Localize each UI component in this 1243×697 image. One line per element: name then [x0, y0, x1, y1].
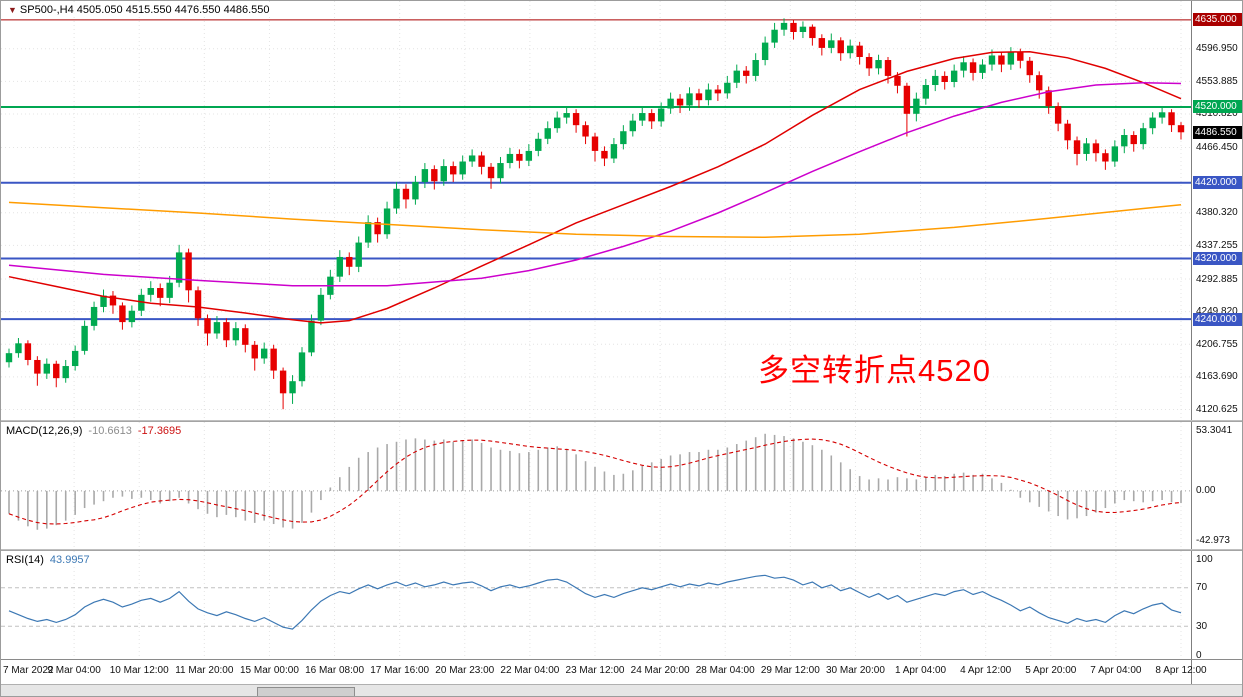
rsi-tick-label: 0 — [1196, 649, 1202, 661]
ma-slow-orange-line — [8, 201, 1182, 239]
time-axis-label: 16 Mar 08:00 — [305, 665, 365, 676]
rsi-tick-label: 70 — [1196, 582, 1208, 594]
macd-signal-line — [8, 438, 1182, 525]
macd-tick-label: 53.3041 — [1196, 424, 1233, 436]
chart-annotation[interactable]: 多空转折点4520 — [758, 353, 991, 388]
price-tick-label: 4206.755 — [1196, 338, 1238, 350]
time-axis-label: 24 Mar 20:00 — [630, 665, 690, 676]
panel-splitter[interactable] — [1, 549, 1242, 551]
rsi-title: RSI(14) — [6, 554, 44, 566]
time-axis-label: 10 Mar 12:00 — [109, 665, 169, 676]
price-level-badge-4520.000: 4520.000 — [1193, 100, 1242, 114]
rsi-tick-label: 30 — [1196, 620, 1208, 632]
symbol-marker-icon: ▼ — [8, 5, 17, 15]
rsi-value: 43.9957 — [49, 554, 90, 566]
time-axis-label: 28 Mar 04:00 — [695, 665, 755, 676]
current-price-badge: 4486.550 — [1193, 125, 1242, 139]
panel-splitter[interactable] — [1, 420, 1242, 422]
price-tick-label: 4292.885 — [1196, 273, 1238, 285]
time-axis-label: 5 Apr 20:00 — [1025, 665, 1077, 676]
price-level-badge-4420.000: 4420.000 — [1193, 176, 1242, 190]
time-axis-label: 7 Mar 2022 — [3, 665, 54, 676]
macd-tick-label: -42.973 — [1196, 534, 1230, 546]
time-axis[interactable]: 7 Mar 2022 9 Mar 04:00 10 Mar 12:00 11 Mar … — [1, 660, 1242, 684]
time-axis-label: 15 Mar 00:00 — [239, 665, 299, 676]
time-axis-label: 20 Mar 23:00 — [435, 665, 495, 676]
rsi-grid — [73, 551, 1182, 659]
symbol-ohlc-text: SP500-,H4 4505.050 4515.550 4476.550 448… — [19, 4, 270, 16]
macd-main-value: -10.6613 — [88, 425, 132, 437]
time-axis-label: 8 Apr 12:00 — [1155, 665, 1207, 676]
ma-mid-magenta-line — [8, 81, 1182, 287]
time-axis-label: 22 Mar 04:00 — [500, 665, 560, 676]
main-price-chart[interactable] — [1, 1, 1191, 420]
price-level-badge-4635.000: 4635.000 — [1193, 13, 1242, 27]
price-level-badge-4320.000: 4320.000 — [1193, 251, 1242, 265]
price-tick-label: 4466.450 — [1196, 142, 1238, 154]
price-axis[interactable]: 4596.950 4553.885 4510.820 4466.450 4380.320… — [1191, 1, 1242, 684]
macd-title: MACD(12,26,9) — [6, 425, 83, 437]
time-axis-label: 7 Apr 04:00 — [1090, 665, 1142, 676]
price-tick-label: 4249.820 — [1196, 306, 1238, 317]
price-tick-label: 4380.320 — [1196, 207, 1238, 219]
macd-indicator-chart[interactable] — [1, 422, 1191, 549]
macd-histogram — [8, 433, 1182, 530]
horizontal-scrollbar[interactable] — [1, 684, 1242, 696]
price-tick-label: 4510.820 — [1196, 108, 1238, 120]
price-tick-label: 4596.950 — [1196, 43, 1238, 55]
price-tick-label: 4120.625 — [1196, 403, 1238, 415]
macd-label: MACD(12,26,9) -10.6613 -17.3695 — [6, 425, 182, 437]
time-axis-label: 11 Mar 20:00 — [175, 665, 234, 676]
scrollbar-handle[interactable] — [257, 687, 355, 696]
time-axis-label: 9 Mar 04:00 — [47, 665, 101, 676]
rsi-indicator-chart[interactable] — [1, 551, 1191, 659]
price-tick-label: 4337.255 — [1196, 239, 1238, 251]
time-axis-label: 17 Mar 16:00 — [370, 665, 430, 676]
ma-fast-red-line — [8, 50, 1182, 324]
time-axis-label: 4 Apr 12:00 — [960, 665, 1012, 676]
macd-tick-label: 0.00 — [1196, 485, 1216, 497]
time-axis-label: 1 Apr 04:00 — [894, 665, 947, 676]
price-level-badge-4240.000: 4240.000 — [1193, 312, 1242, 326]
chart-symbol-ohlc-label: ▼ SP500-,H4 4505.050 4515.550 4476.550 44… — [6, 4, 272, 16]
macd-grid — [73, 422, 1182, 549]
rsi-label: RSI(14) 43.9957 — [6, 554, 90, 566]
rsi-tick-label: 100 — [1196, 553, 1213, 565]
price-tick-label: 4553.885 — [1196, 75, 1238, 87]
price-tick-label: 4163.690 — [1196, 371, 1238, 383]
macd-signal-value: -17.3695 — [137, 425, 182, 437]
time-axis-label: 30 Mar 20:00 — [825, 665, 885, 676]
rsi-line — [8, 574, 1182, 630]
candles-series — [5, 18, 1185, 410]
time-axis-label: 23 Mar 12:00 — [565, 665, 625, 676]
time-axis-label: 29 Mar 12:00 — [760, 665, 820, 676]
panel-splitter — [1, 659, 1242, 660]
